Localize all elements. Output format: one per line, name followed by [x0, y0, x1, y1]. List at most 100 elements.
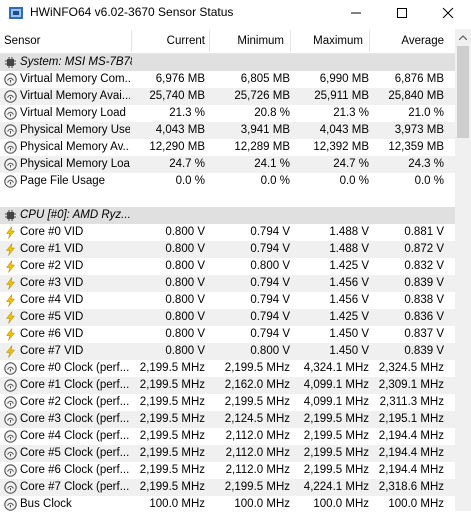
current-value: 0.800 V — [165, 226, 205, 238]
sensor-group-header[interactable]: System: MSI MS-7B78 — [0, 54, 455, 71]
maximum-value: 1.488 V — [329, 243, 369, 255]
current-value: 21.3 % — [169, 107, 205, 119]
minimize-button[interactable] — [333, 0, 379, 26]
sensor-name: Core #5 VID — [20, 311, 84, 323]
column-divider[interactable] — [131, 30, 132, 52]
minimum-value: 0.794 V — [250, 226, 290, 238]
sensor-row[interactable]: Core #5 VID 0.800 V 0.794 V 1.425 V 0.836 V — [0, 309, 455, 326]
sensor-row[interactable]: Core #5 Clock (perf... 2,199.5 MHz 2,112.0… — [0, 445, 455, 462]
column-header-average[interactable]: Average — [401, 35, 444, 47]
maximum-value: 2,199.5 MHz — [303, 464, 369, 476]
sensor-name: Core #2 Clock (perf... — [20, 396, 130, 408]
sensor-row[interactable]: Virtual Memory Load 21.3 % 20.8 % 21.3 % 21.… — [0, 105, 455, 122]
column-header-maximum[interactable]: Maximum — [313, 35, 363, 47]
column-header-minimum[interactable]: Minimum — [237, 35, 284, 47]
minimum-value: 25,726 MB — [234, 90, 290, 102]
sensor-row[interactable]: Physical Memory Load 24.7 % 24.1 % 24.7 % 24… — [0, 156, 455, 173]
sensor-row[interactable]: Core #1 VID 0.800 V 0.794 V 1.488 V 0.872 V — [0, 241, 455, 258]
minimum-value: 0.794 V — [250, 311, 290, 323]
maximum-value: 25,911 MB — [314, 90, 369, 102]
sensor-row[interactable]: Physical Memory Av... 12,290 MB 12,289 MB 1… — [0, 139, 455, 156]
average-value: 21.0 % — [408, 107, 444, 119]
column-header: Sensor Current Minimum Maximum Average — [0, 29, 455, 54]
sensor-row[interactable]: Core #6 Clock (perf... 2,199.5 MHz 2,112.0… — [0, 462, 455, 479]
average-value: 0.837 V — [404, 328, 444, 340]
sensor-name: Physical Memory Used — [20, 124, 130, 136]
lightning-icon — [5, 345, 16, 358]
maximum-value: 1.456 V — [329, 277, 369, 289]
minimum-value: 0.0 % — [260, 175, 290, 187]
sensor-row[interactable]: Page File Usage 0.0 % 0.0 % 0.0 % 0.0 % — [0, 173, 455, 190]
maximum-value: 0.0 % — [339, 175, 369, 187]
sensor-row[interactable]: Core #2 Clock (perf... 2,199.5 MHz 2,199.5… — [0, 394, 455, 411]
column-header-current[interactable]: Current — [166, 35, 205, 47]
sensor-row[interactable]: Core #4 Clock (perf... 2,199.5 MHz 2,112.0… — [0, 428, 455, 445]
sensor-row[interactable]: Core #2 VID 0.800 V 0.800 V 1.425 V 0.832 V — [0, 258, 455, 275]
sensor-row[interactable]: Core #0 Clock (perf... 2,199.5 MHz 2,199.5… — [0, 360, 455, 377]
sensor-row[interactable]: Core #1 Clock (perf... 2,199.5 MHz 2,162.0… — [0, 377, 455, 394]
sensor-name: Page File Usage — [20, 175, 106, 187]
sensor-name: Core #4 VID — [20, 294, 84, 306]
sensor-name: Core #7 Clock (perf... — [20, 481, 130, 493]
sensor-row[interactable]: Core #4 VID 0.800 V 0.794 V 1.456 V 0.838 V — [0, 292, 455, 309]
sensor-row[interactable]: Virtual Memory Com... 6,976 MB 6,805 MB 6,9… — [0, 71, 455, 88]
group-spacer — [0, 190, 455, 207]
sensor-row[interactable]: Physical Memory Used 4,043 MB 3,941 MB 4,04… — [0, 122, 455, 139]
hwinfo-app-icon — [9, 7, 23, 19]
current-value: 100.0 MHz — [149, 498, 205, 510]
sensor-group-header[interactable]: CPU [#0]: AMD Ryz... — [0, 207, 455, 224]
sensor-name: Core #5 Clock (perf... — [20, 447, 130, 459]
average-value: 2,194.4 MHz — [378, 447, 444, 459]
gauge-icon — [4, 379, 17, 392]
average-value: 0.0 % — [414, 175, 444, 187]
current-value: 4,043 MB — [155, 124, 205, 136]
sensor-row[interactable]: Core #0 VID 0.800 V 0.794 V 1.488 V 0.881 V — [0, 224, 455, 241]
sensor-row[interactable]: Core #7 VID 0.800 V 0.800 V 1.450 V 0.839 V — [0, 343, 455, 360]
average-value: 0.838 V — [404, 294, 444, 306]
average-value: 6,876 MB — [394, 73, 444, 85]
scroll-up-button[interactable] — [455, 29, 471, 46]
sensor-name: Physical Memory Load — [20, 158, 130, 170]
gauge-icon — [4, 481, 17, 494]
sensor-row[interactable]: Core #7 Clock (perf... 2,199.5 MHz 2,199.5… — [0, 479, 455, 496]
minimum-value: 12,289 MB — [234, 141, 290, 153]
current-value: 25,740 MB — [149, 90, 205, 102]
current-value: 2,199.5 MHz — [139, 362, 205, 374]
close-button[interactable] — [425, 0, 471, 26]
current-value: 0.0 % — [175, 175, 205, 187]
average-value: 0.872 V — [404, 243, 444, 255]
average-value: 100.0 MHz — [388, 498, 444, 510]
column-divider[interactable] — [290, 30, 291, 52]
gauge-icon — [4, 447, 17, 460]
sensor-name: Core #6 Clock (perf... — [20, 464, 130, 476]
sensor-name: Virtual Memory Avai... — [20, 90, 130, 102]
maximum-value: 4,099.1 MHz — [303, 396, 369, 408]
maximum-value: 1.425 V — [329, 260, 369, 272]
minimum-value: 2,112.0 MHz — [225, 464, 290, 476]
minimum-value: 0.794 V — [250, 294, 290, 306]
maximize-button[interactable] — [379, 0, 425, 26]
sensor-row[interactable]: Virtual Memory Avai... 25,740 MB 25,726 MB… — [0, 88, 455, 105]
current-value: 0.800 V — [165, 328, 205, 340]
lightning-icon — [5, 243, 16, 256]
column-header-sensor[interactable]: Sensor — [4, 35, 41, 47]
sensor-row[interactable]: Core #3 Clock (perf... 2,199.5 MHz 2,124.5… — [0, 411, 455, 428]
average-value: 12,359 MB — [388, 141, 444, 153]
maximum-value: 4,099.1 MHz — [303, 379, 369, 391]
column-divider[interactable] — [369, 30, 370, 52]
average-value: 0.839 V — [404, 345, 444, 357]
current-value: 0.800 V — [165, 243, 205, 255]
maximum-value: 1.450 V — [329, 328, 369, 340]
minimize-icon — [351, 12, 361, 14]
sensor-row[interactable]: Bus Clock 100.0 MHz 100.0 MHz 100.0 MHz 100.… — [0, 496, 455, 513]
average-value: 2,324.5 MHz — [378, 362, 444, 374]
column-divider[interactable] — [209, 30, 210, 52]
scrollbar-thumb[interactable] — [457, 46, 469, 138]
title-bar[interactable]: HWiNFO64 v6.02-3670 Sensor Status — [0, 0, 471, 26]
sensor-row[interactable]: Core #3 VID 0.800 V 0.794 V 1.456 V 0.839 V — [0, 275, 455, 292]
vertical-scrollbar[interactable] — [455, 29, 471, 511]
gauge-icon — [4, 73, 17, 86]
maximum-value: 2,199.5 MHz — [303, 447, 369, 459]
current-value: 6,976 MB — [155, 73, 205, 85]
sensor-row[interactable]: Core #6 VID 0.800 V 0.794 V 1.450 V 0.837 V — [0, 326, 455, 343]
